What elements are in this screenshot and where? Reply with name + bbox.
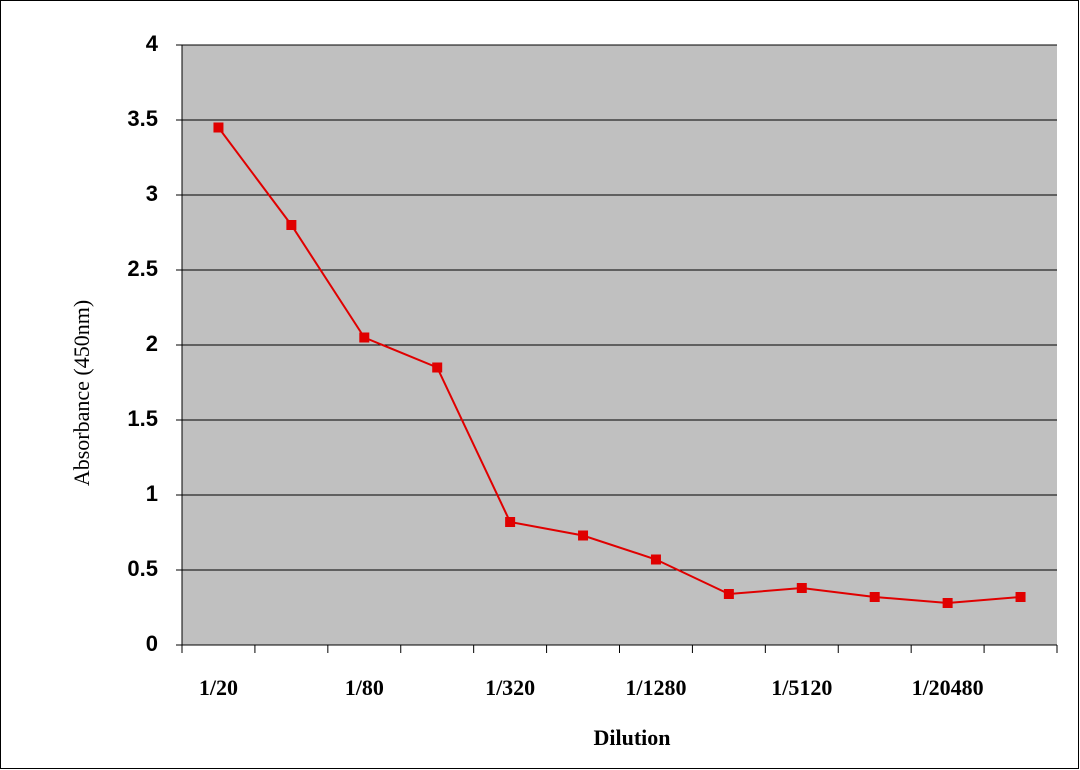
x-tick-label: 1/1280 [625, 675, 686, 700]
marker [723, 589, 734, 599]
marker [578, 530, 589, 541]
marker [650, 554, 661, 565]
x-tick-label: 1/5120 [771, 675, 832, 700]
x-tick-label: 1/320 [485, 675, 535, 700]
y-tick-label: 1.5 [127, 406, 158, 431]
marker [796, 583, 807, 593]
marker [942, 598, 953, 608]
y-axis-label: Absorbance (450nm) [69, 300, 94, 486]
y-tick-label: 2.5 [127, 256, 158, 281]
y-tick-label: 3 [146, 181, 158, 206]
y-tick-label: 1 [146, 481, 158, 506]
marker [1015, 592, 1026, 602]
marker [213, 122, 224, 133]
x-tick-label: 1/20480 [912, 675, 984, 700]
x-axis-label: Dilution [593, 725, 670, 750]
marker [505, 517, 516, 527]
x-tick-label: 1/80 [345, 675, 384, 700]
x-tick-label: 1/20 [199, 675, 238, 700]
y-tick-label: 3.5 [127, 106, 158, 131]
marker [869, 592, 880, 602]
marker [432, 362, 443, 373]
y-tick-label: 2 [146, 331, 158, 356]
line [217, 126, 1021, 605]
y-tick-label: 0 [146, 631, 158, 656]
y-tick-label: 0.5 [127, 556, 158, 581]
marker [359, 332, 370, 343]
y-tick-label: 4 [146, 31, 159, 56]
marker [286, 220, 297, 230]
